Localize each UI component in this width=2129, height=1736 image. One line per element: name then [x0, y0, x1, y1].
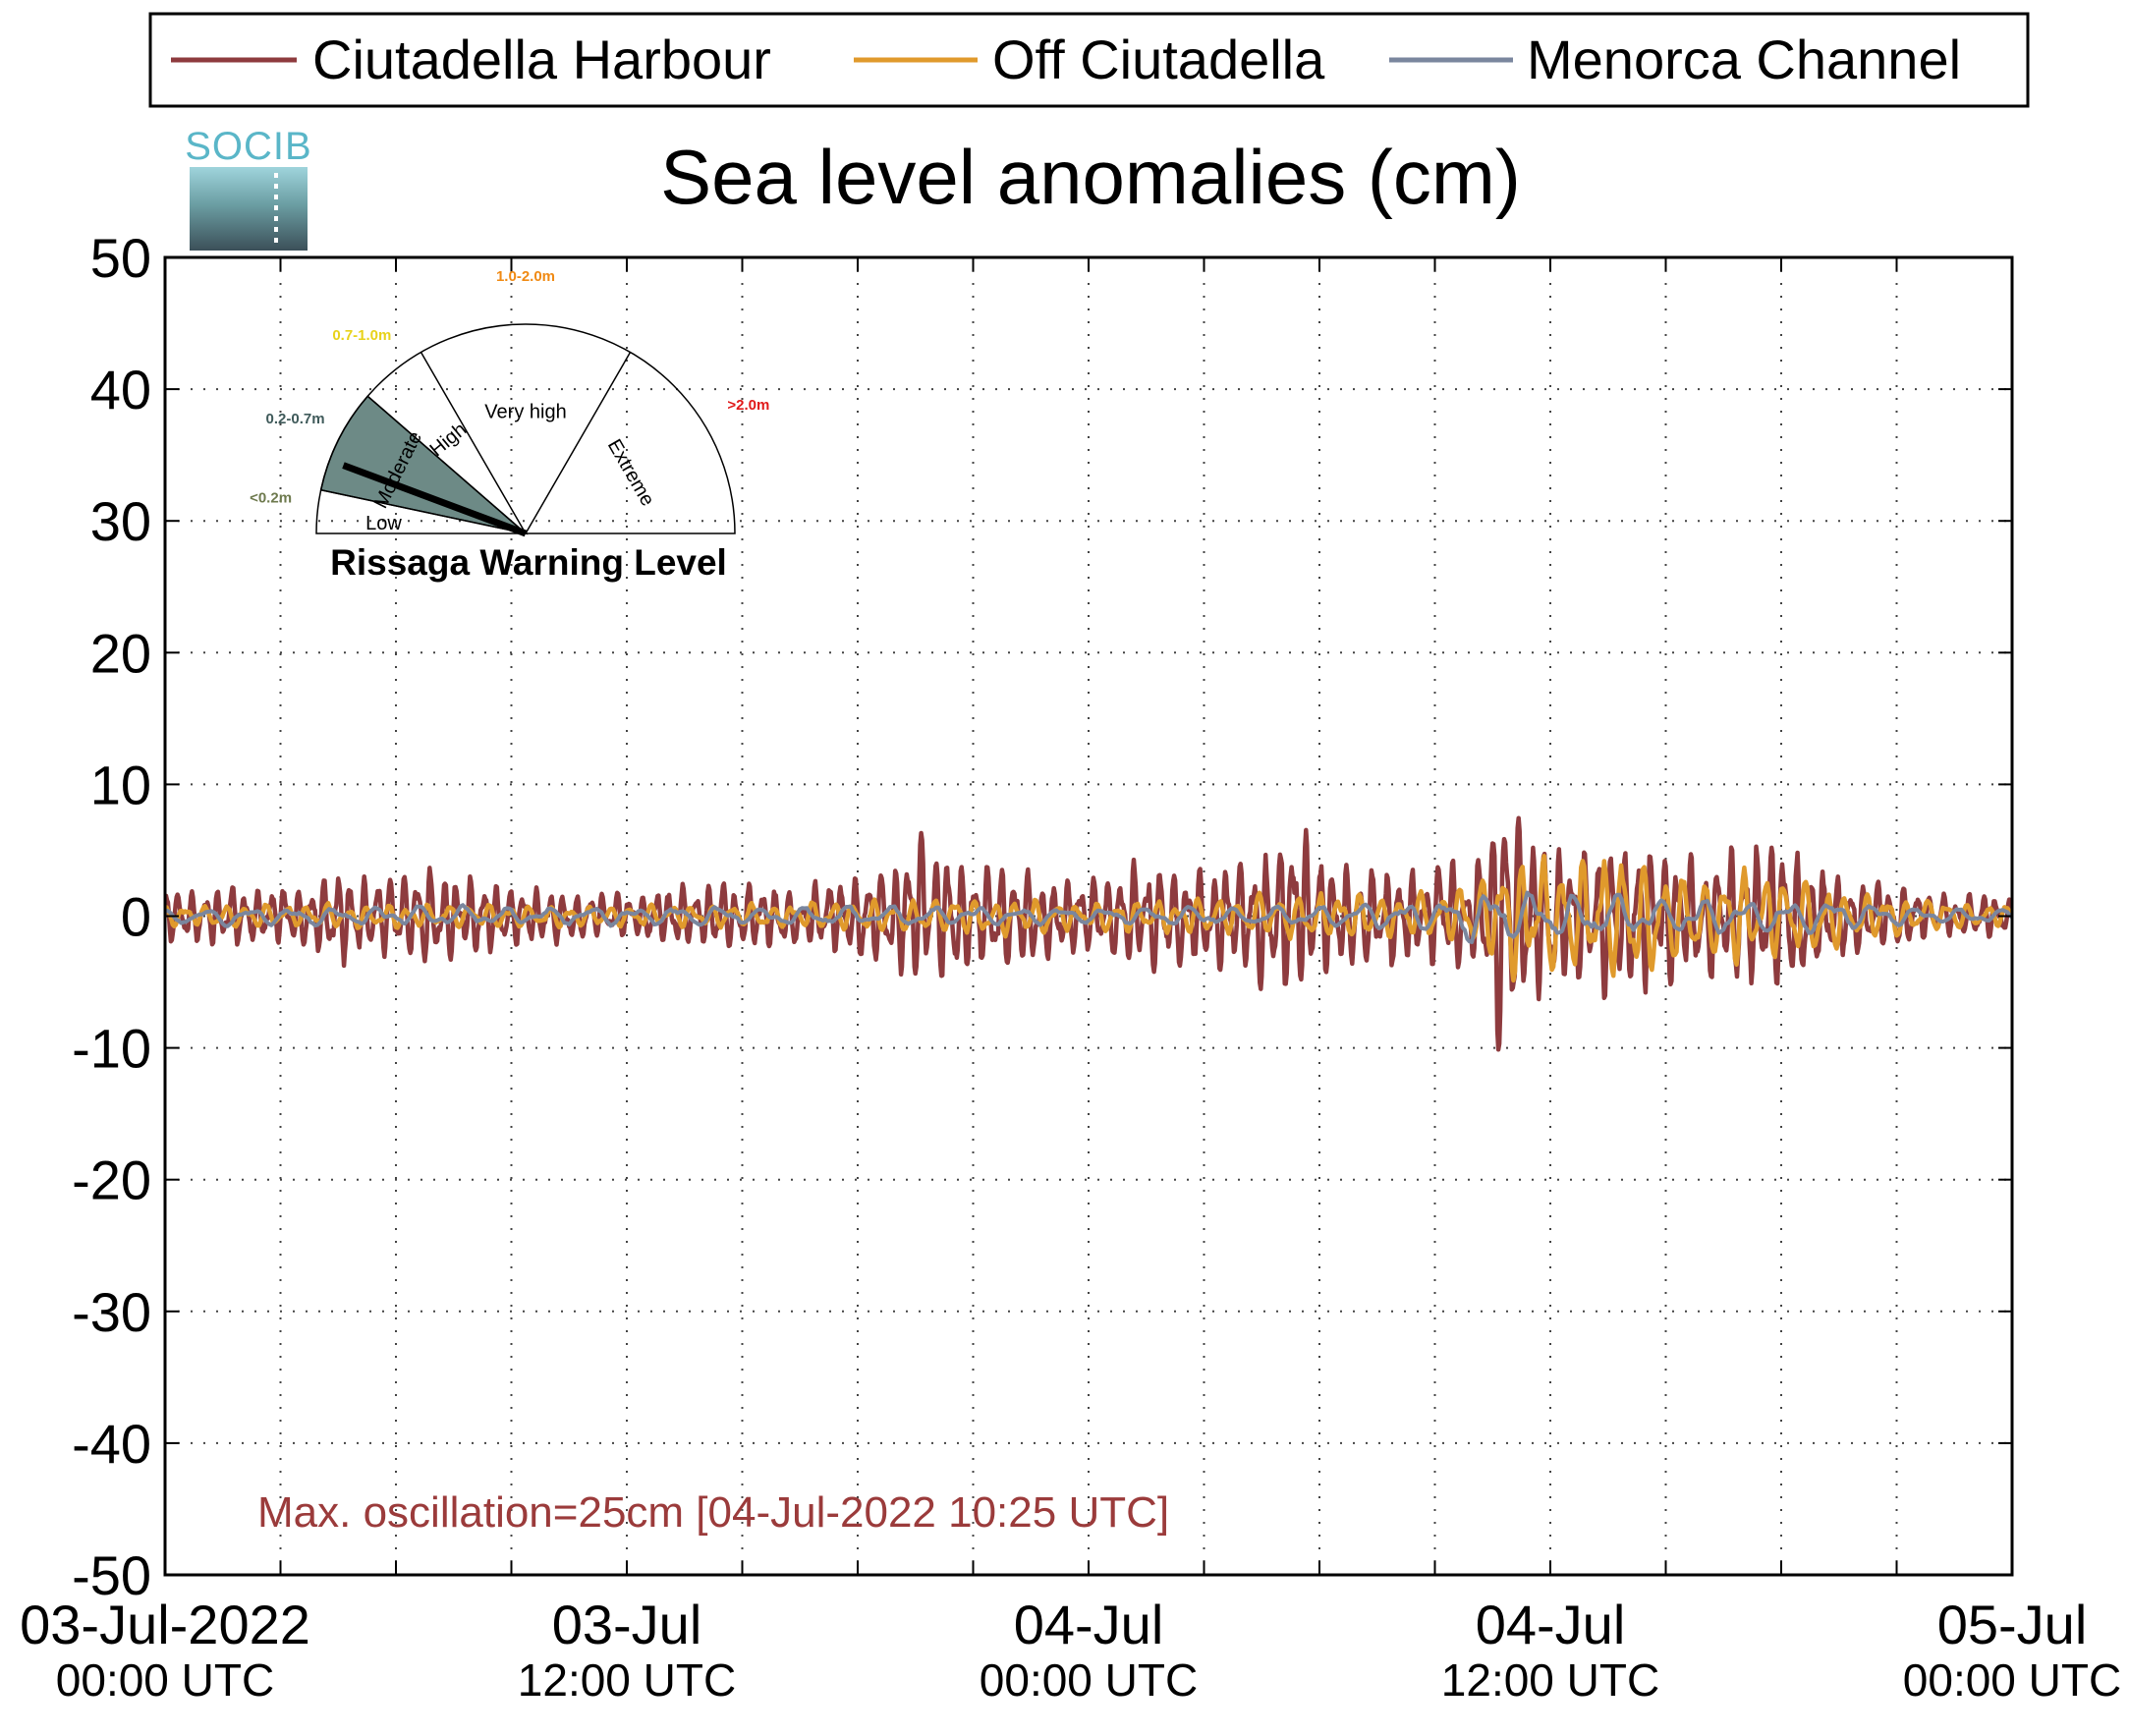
x-tick-label-time: 00:00 UTC — [56, 1654, 274, 1706]
x-tick-label-date: 04-Jul — [1476, 1594, 1626, 1655]
y-tick-label: 20 — [90, 622, 151, 684]
gauge-title: Rissaga Warning Level — [330, 542, 727, 583]
gauge-range-low: <0.2m — [250, 490, 292, 507]
x-tick-label-date: 03-Jul-2022 — [20, 1594, 310, 1655]
x-tick-label-date: 04-Jul — [1014, 1594, 1164, 1655]
y-tick-label: 50 — [90, 227, 151, 289]
y-tick-label: 0 — [121, 886, 151, 948]
rissaga-warning-gauge: Low Moderate High Very high Extreme <0.2… — [250, 268, 769, 583]
y-tick-label: -10 — [72, 1018, 151, 1080]
socib-logo-text: SOCIB — [185, 125, 311, 168]
gauge-needle — [342, 462, 528, 537]
gauge-range-very-high: 1.0-2.0m — [496, 268, 555, 285]
gauge-label-low: Low — [365, 513, 402, 534]
legend-label-ciutadella-harbour: Ciutadella Harbour — [312, 28, 771, 90]
plot-area-frame — [163, 255, 2014, 1577]
gauge-label-extreme: Extreme — [603, 435, 658, 509]
x-tick-label-date: 03-Jul — [552, 1594, 702, 1655]
y-tick-label: -30 — [72, 1281, 151, 1343]
x-tick-label-time: 12:00 UTC — [1441, 1654, 1659, 1706]
y-tick-label: -20 — [72, 1149, 151, 1211]
legend: Ciutadella Harbour Off Ciutadella Menorc… — [148, 12, 2030, 108]
gauge-label-very-high: Very high — [484, 401, 566, 422]
max-oscillation-annotation: Max. oscillation=25cm [04-Jul-2022 10:25… — [257, 1488, 1169, 1537]
x-tick-label-time: 12:00 UTC — [518, 1654, 736, 1706]
socib-logo: SOCIB — [185, 125, 311, 251]
series — [165, 815, 2012, 1052]
y-tick-label: 10 — [90, 754, 151, 815]
gauge-outline — [315, 323, 736, 534]
x-tick-label-date: 05-Jul — [1937, 1594, 2088, 1655]
x-tick-label-time: 00:00 UTC — [1903, 1654, 2121, 1706]
y-axis: 50 40 30 20 10 0 -10 -20 -30 -40 -50 — [72, 227, 2012, 1606]
gauge-dividers — [320, 352, 632, 534]
gauge-range-high: 0.7-1.0m — [332, 327, 391, 344]
y-tick-label: -40 — [72, 1413, 151, 1475]
gauge-range-moderate: 0.2-0.7m — [266, 411, 325, 427]
gauge-divider — [366, 395, 527, 534]
x-tick-label-time: 00:00 UTC — [980, 1654, 1198, 1706]
chart-title: Sea level anomalies (cm) — [660, 134, 1521, 220]
gauge-divider — [320, 488, 527, 534]
gauge-range-extreme: >2.0m — [727, 397, 769, 414]
gauge-divider — [525, 352, 632, 534]
y-tick-label: -50 — [72, 1544, 151, 1606]
gauge-divider — [420, 352, 527, 534]
legend-label-menorca-channel: Menorca Channel — [1527, 28, 1961, 90]
y-tick-label: 40 — [90, 359, 151, 420]
legend-label-off-ciutadella: Off Ciutadella — [992, 28, 1325, 90]
legend-box — [148, 12, 2030, 108]
series-line — [165, 890, 2012, 944]
y-tick-label: 30 — [90, 490, 151, 552]
socib-logo-badge — [190, 167, 308, 251]
